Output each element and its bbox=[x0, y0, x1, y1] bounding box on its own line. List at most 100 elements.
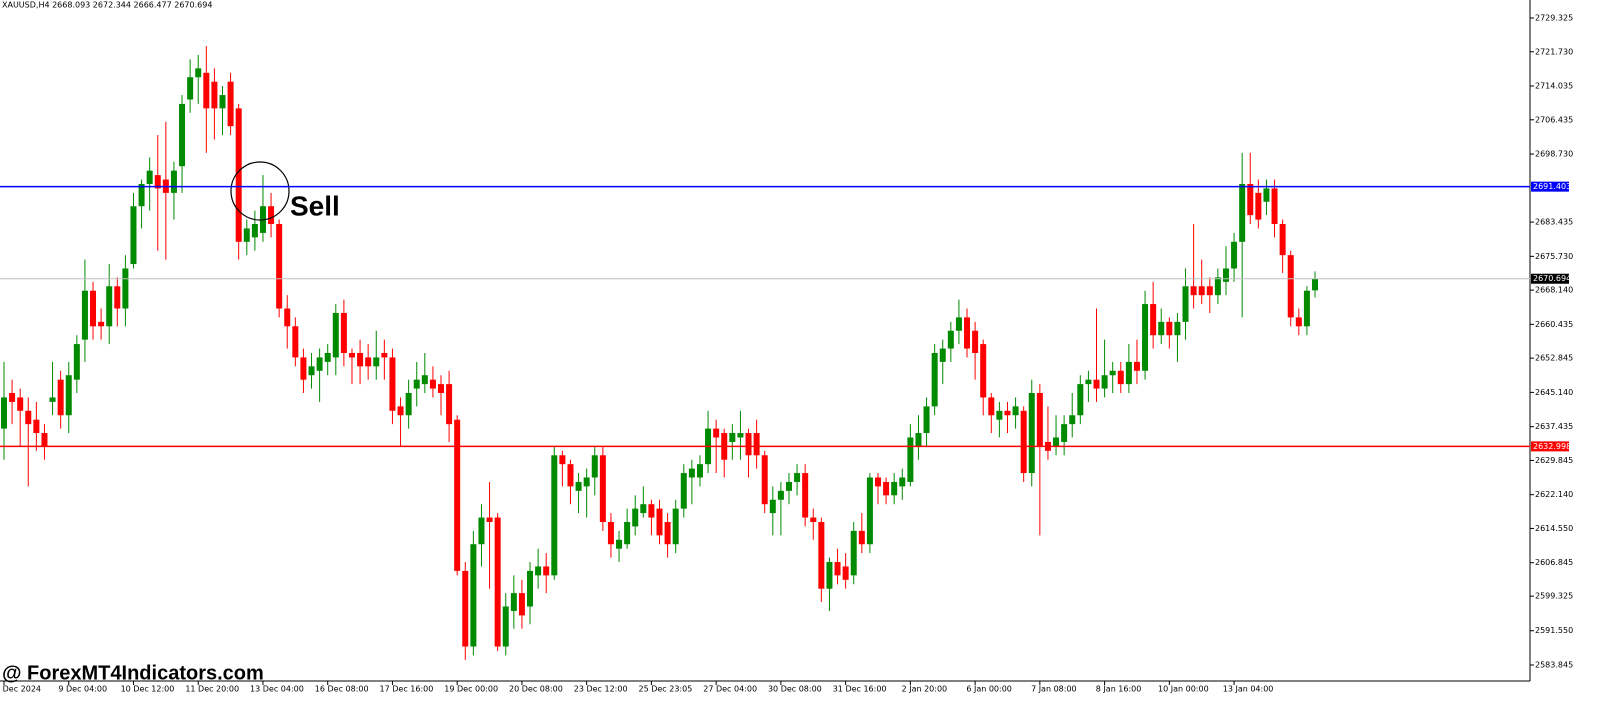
candle-body bbox=[923, 406, 930, 434]
candle-body bbox=[1174, 321, 1181, 336]
candle-body bbox=[9, 393, 16, 402]
y-tick-label: 2583.845 bbox=[1535, 660, 1573, 669]
candle-body bbox=[421, 375, 428, 385]
candle-body bbox=[1255, 192, 1262, 220]
candle-body bbox=[1133, 361, 1140, 371]
candle-body bbox=[454, 419, 461, 571]
y-tick-label: 2591.550 bbox=[1535, 626, 1573, 635]
y-tick-label: 2645.140 bbox=[1535, 388, 1573, 397]
candle-body bbox=[365, 357, 372, 367]
candle-body bbox=[1012, 406, 1019, 416]
candle-body bbox=[834, 562, 841, 576]
candle-body bbox=[810, 517, 817, 522]
candle-body bbox=[73, 344, 80, 380]
candle-body bbox=[1166, 321, 1173, 336]
candle-body bbox=[1295, 317, 1302, 327]
candle-body bbox=[90, 290, 97, 327]
candle-body bbox=[1101, 375, 1108, 389]
candle-body bbox=[883, 481, 890, 496]
y-tick-label: 2622.140 bbox=[1535, 490, 1573, 499]
y-tick-label: 2675.730 bbox=[1535, 252, 1573, 261]
x-tick-label: 11 Dec 20:00 bbox=[185, 685, 239, 694]
candle-body bbox=[470, 544, 477, 647]
x-tick-label: 20 Dec 08:00 bbox=[509, 685, 563, 694]
candle-body bbox=[268, 206, 275, 225]
candle-body bbox=[292, 326, 299, 358]
y-tick-label: 2698.730 bbox=[1535, 150, 1573, 159]
candle-body bbox=[1158, 321, 1165, 336]
y-tick-label: 2599.325 bbox=[1535, 592, 1573, 601]
candle-body bbox=[1085, 379, 1092, 385]
candle-body bbox=[438, 384, 444, 394]
candle-body bbox=[947, 330, 954, 349]
candle-body bbox=[794, 473, 801, 482]
x-tick-label: 9 Dec 04:00 bbox=[58, 685, 107, 694]
candle-body bbox=[478, 517, 485, 545]
candle-body bbox=[195, 68, 202, 78]
candle-body bbox=[527, 570, 534, 607]
candle-body bbox=[988, 397, 995, 416]
candle-body bbox=[243, 228, 250, 242]
candle-body bbox=[866, 477, 873, 545]
candle-body bbox=[179, 103, 186, 167]
candle-body bbox=[154, 175, 161, 189]
candle-body bbox=[41, 433, 48, 447]
candle-body bbox=[1198, 286, 1205, 296]
candle-body bbox=[964, 317, 971, 349]
candle-body bbox=[1053, 437, 1060, 447]
candle-body bbox=[761, 455, 768, 505]
candle-body bbox=[106, 286, 113, 327]
candle-body bbox=[203, 72, 210, 109]
candle-body bbox=[632, 508, 639, 527]
price-level-label: 2691.403 bbox=[1533, 182, 1571, 191]
candle-body bbox=[713, 428, 720, 438]
price-level-label-bg bbox=[1531, 181, 1569, 192]
candle-body bbox=[251, 224, 258, 238]
y-tick-label: 2721.730 bbox=[1535, 47, 1573, 56]
candle-body bbox=[818, 521, 825, 589]
candle-body bbox=[543, 566, 550, 576]
candle-body bbox=[1239, 183, 1246, 242]
candle-body bbox=[980, 344, 987, 398]
x-tick-label: 6 Jan 00:00 bbox=[966, 685, 1012, 694]
candle-body bbox=[972, 330, 979, 353]
candle-body bbox=[664, 521, 671, 545]
x-tick-label: 19 Dec 00:00 bbox=[444, 685, 498, 694]
candle-body bbox=[769, 499, 776, 514]
candle-body bbox=[575, 481, 582, 491]
candle-body bbox=[235, 108, 242, 242]
candle-body bbox=[1247, 183, 1254, 216]
candle-body bbox=[17, 397, 24, 411]
candle-body bbox=[899, 477, 906, 487]
x-tick-label: 13 Dec 04:00 bbox=[250, 685, 304, 694]
candle-body bbox=[1061, 424, 1068, 442]
candle-body bbox=[931, 352, 938, 407]
candle-body bbox=[1142, 304, 1149, 371]
candle-body bbox=[915, 433, 922, 447]
candle-body bbox=[25, 410, 32, 425]
candle-body bbox=[446, 384, 453, 425]
y-tick-label: 2729.325 bbox=[1535, 13, 1573, 22]
candle-body bbox=[875, 477, 881, 487]
candle-body bbox=[486, 517, 493, 522]
candle-body bbox=[357, 352, 364, 367]
candle-body bbox=[1028, 393, 1035, 474]
x-tick-label: 13 Jan 04:00 bbox=[1223, 685, 1274, 694]
candle-body bbox=[535, 566, 542, 576]
x-tick-label: 27 Dec 04:00 bbox=[703, 685, 757, 694]
x-tick-label: 8 Jan 16:00 bbox=[1096, 685, 1142, 694]
candle-body bbox=[753, 433, 760, 456]
candle-body bbox=[996, 410, 1003, 420]
candle-body bbox=[389, 357, 396, 411]
candle-body bbox=[1214, 277, 1221, 296]
annotation: Sell bbox=[290, 190, 340, 221]
candle-body bbox=[49, 397, 56, 402]
chart-title: XAUUSD,H4 2668.093 2672.344 2666.477 267… bbox=[2, 1, 212, 10]
candle-body bbox=[777, 490, 784, 500]
candle-body bbox=[826, 562, 833, 589]
candle-body bbox=[1287, 255, 1294, 318]
candle-body bbox=[567, 464, 574, 487]
y-tick-label: 2660.435 bbox=[1535, 320, 1573, 329]
candle-body bbox=[284, 308, 291, 327]
